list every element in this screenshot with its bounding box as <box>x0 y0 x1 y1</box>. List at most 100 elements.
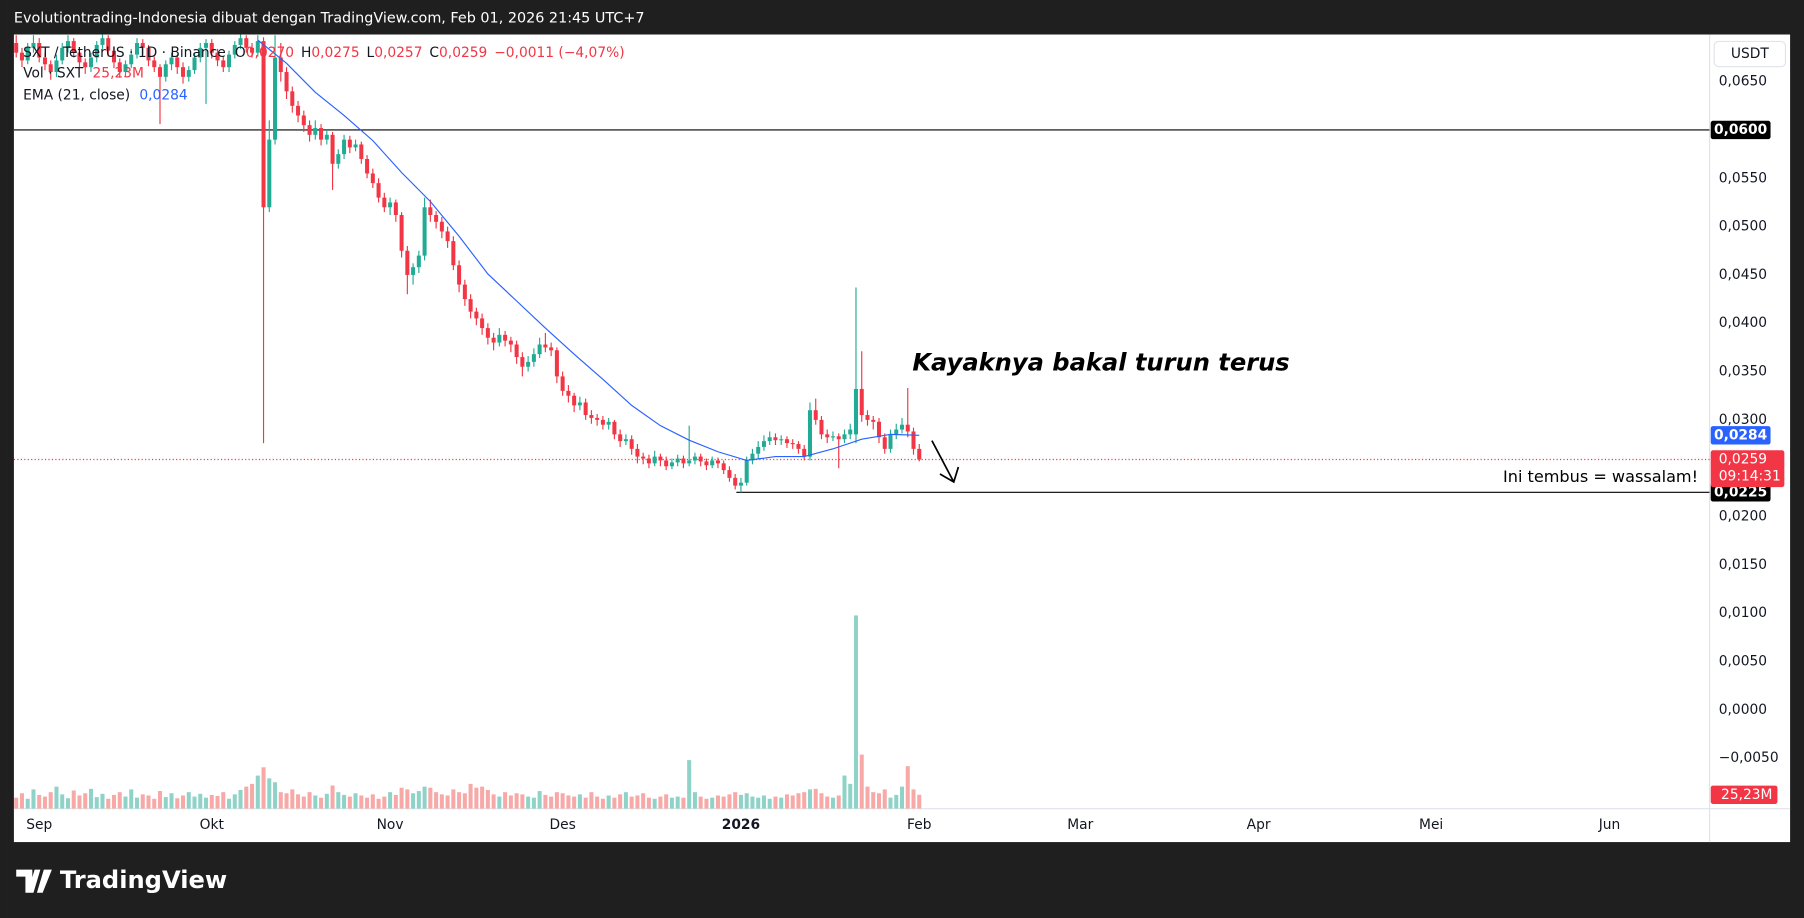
volume-bar <box>376 798 381 809</box>
candle-body <box>54 60 59 73</box>
volume-bar <box>347 796 352 809</box>
candle-body <box>111 50 117 63</box>
volume-bar <box>894 794 899 809</box>
volume-bar <box>514 793 519 809</box>
volume-bar <box>882 789 887 809</box>
candle-body <box>600 419 605 425</box>
candle-body <box>336 154 341 164</box>
volume-bar <box>871 792 876 809</box>
arrow <box>931 440 960 484</box>
volume-bar <box>669 797 674 809</box>
volume-bar <box>756 797 761 809</box>
volume-bar <box>71 790 76 809</box>
volume-bar <box>859 754 864 809</box>
candle-body <box>612 421 617 435</box>
currency-button[interactable] <box>1713 40 1787 68</box>
volume-bar <box>543 794 548 809</box>
candle-body <box>761 441 766 447</box>
candle-body <box>842 434 847 440</box>
ohlc-key: H <box>301 45 311 61</box>
candle-body <box>756 446 761 454</box>
ohlc-key: C <box>429 45 439 61</box>
volume-bar <box>848 783 853 809</box>
volume-bar <box>612 797 617 809</box>
volume-bar <box>14 797 19 809</box>
brand: TradingView <box>60 866 227 894</box>
volume-bar <box>457 792 462 809</box>
candle-body <box>675 458 680 463</box>
candle-body <box>117 62 122 73</box>
volume-bar <box>129 789 134 809</box>
volume-bar <box>48 792 53 809</box>
candle-body <box>497 334 502 343</box>
candle-body <box>526 361 531 367</box>
volume-bar <box>658 796 663 809</box>
volume-bar <box>284 793 289 809</box>
volume-bar <box>819 793 824 809</box>
y-tick-label: 0,0400 <box>1719 315 1767 331</box>
candle-body <box>520 357 525 367</box>
volume-bar <box>19 793 24 809</box>
volume-bar <box>94 797 99 809</box>
candle-body <box>692 456 697 461</box>
volume-bar <box>434 792 439 809</box>
currency[interactable]: USDT <box>1731 46 1769 62</box>
volume-bar <box>681 797 686 809</box>
y-tick-label: 0,0500 <box>1719 219 1767 235</box>
ohlc-key: L <box>367 45 375 61</box>
volume-bar <box>773 796 778 809</box>
candle-body <box>779 439 784 441</box>
volume-bar <box>526 796 531 809</box>
volume-bar <box>560 793 565 809</box>
volume-bar <box>428 787 433 809</box>
volume-bar <box>474 787 479 809</box>
candle-body <box>134 43 140 55</box>
candle-body <box>181 67 186 77</box>
candle-body <box>140 43 145 48</box>
volume-bar <box>267 778 272 809</box>
candle-body <box>710 460 715 466</box>
level-tag-bg <box>1710 483 1771 502</box>
volume-bar <box>31 789 36 809</box>
candle-body <box>652 456 657 464</box>
candle-body <box>773 437 778 441</box>
candle-body <box>14 43 19 53</box>
volume-bar <box>692 792 697 809</box>
ema-value: 0,0284 <box>139 87 187 103</box>
volume-bar <box>181 795 186 809</box>
candle-body <box>508 340 513 345</box>
volume-bar <box>393 794 398 809</box>
ohlc-value: 0,0257 <box>374 45 422 61</box>
volume-bar <box>204 797 209 809</box>
volume-bar <box>635 795 640 809</box>
x-tick-label: 2026 <box>722 817 760 833</box>
candle-body <box>474 311 479 319</box>
candle-body <box>330 134 335 164</box>
candle-body <box>100 38 105 45</box>
candle-body <box>313 128 318 135</box>
volume-bar <box>232 794 237 809</box>
candle-body <box>273 57 278 140</box>
annotation: Kayaknya bakal turun terus <box>912 349 1289 377</box>
candle-body <box>65 41 70 48</box>
ohlc-key: O <box>235 45 246 61</box>
volume-bar <box>250 783 255 809</box>
candle-body <box>698 456 703 462</box>
volume-bar <box>802 792 807 809</box>
x-tick-label: Okt <box>200 817 225 833</box>
candle-body <box>566 390 571 396</box>
volume-bar <box>727 794 732 809</box>
volume-bar <box>905 766 910 809</box>
level-tag-bg <box>1710 120 1771 140</box>
candle-body <box>232 44 237 55</box>
volume-bar <box>60 794 65 809</box>
volume-bar <box>641 793 646 809</box>
countdown: 09:14:31 <box>1719 469 1781 485</box>
volume-bar <box>830 797 835 809</box>
volume-bar <box>100 793 105 809</box>
volume-bar <box>704 798 709 809</box>
candle-body <box>514 344 519 358</box>
candle-body <box>439 221 444 232</box>
y-tick-label: 0,0300 <box>1719 412 1767 428</box>
